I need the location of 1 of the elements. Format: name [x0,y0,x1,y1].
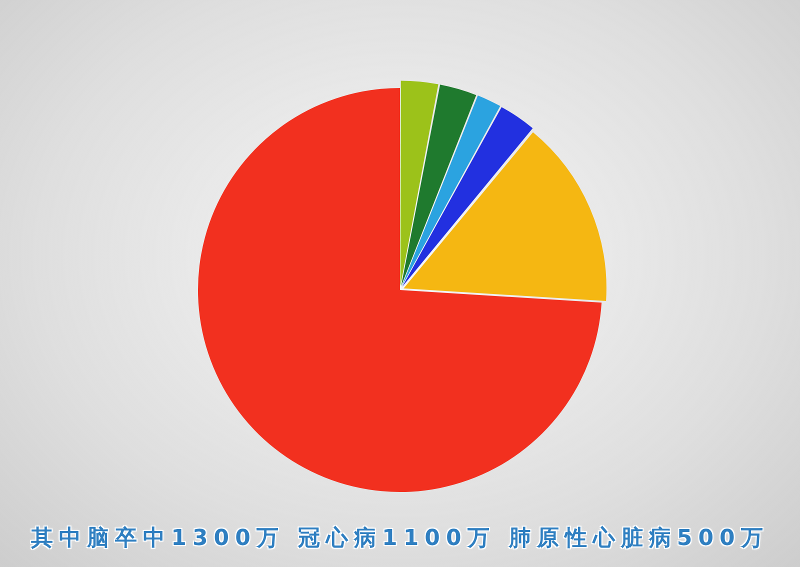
text: 其中脑卒中1300万 冠心病1100万 肺原性心脏病500万 [31,524,769,553]
